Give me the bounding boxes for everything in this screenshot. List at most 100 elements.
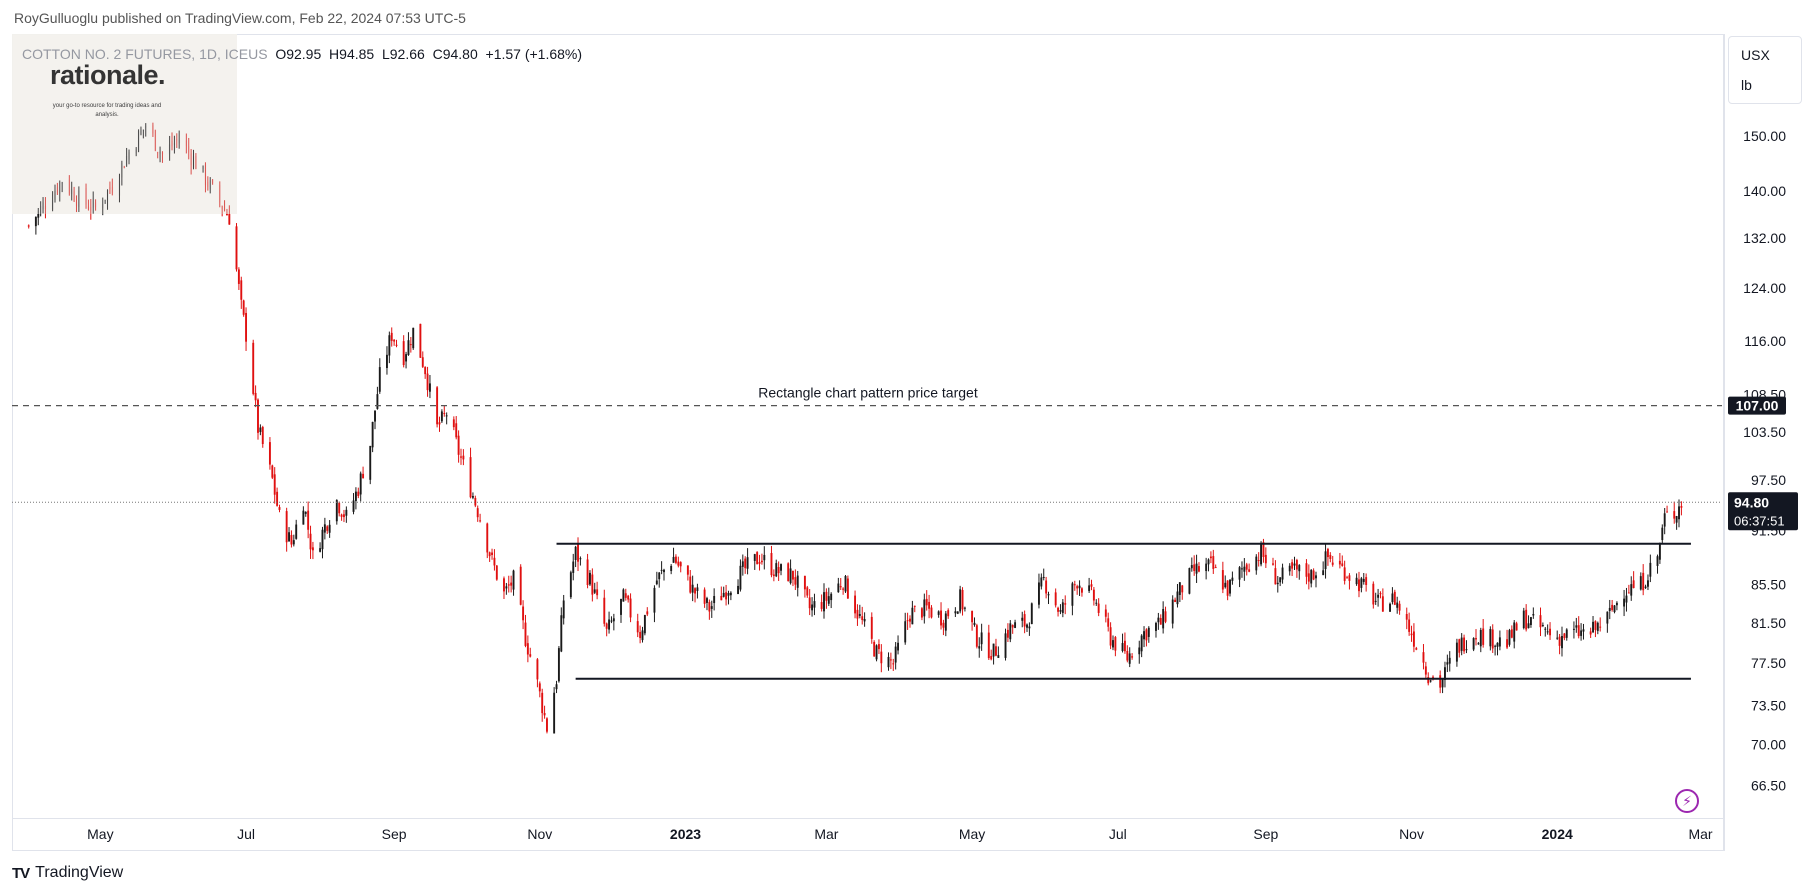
candle-body — [1379, 593, 1382, 595]
candle-body — [1527, 623, 1530, 629]
candle-body — [452, 419, 455, 428]
candle-body — [1038, 582, 1040, 605]
candle-body — [1415, 648, 1418, 650]
candle-body — [1479, 629, 1482, 647]
candle-body — [1293, 563, 1296, 566]
candle-body — [1463, 637, 1466, 652]
price-tick-label: 85.50 — [1751, 577, 1786, 593]
candle-body — [1565, 629, 1568, 638]
time-tick-label: Mar — [1688, 826, 1712, 842]
candle-body — [1529, 617, 1532, 626]
candle-body — [1510, 629, 1513, 638]
candle-body — [947, 610, 950, 617]
candle-body — [806, 587, 809, 596]
candle-body — [1398, 603, 1401, 611]
candle-body — [510, 582, 513, 586]
candle-body — [679, 562, 682, 567]
time-tick-label: Nov — [1399, 826, 1424, 842]
candle-body — [407, 340, 410, 355]
candle-body — [27, 225, 30, 227]
candle-body — [1391, 593, 1394, 603]
candle-body — [1558, 636, 1561, 646]
candle-body — [1611, 604, 1614, 610]
candle-body — [909, 618, 911, 622]
candle-body — [37, 210, 40, 218]
candle-body — [925, 598, 928, 606]
candle-body — [1589, 631, 1592, 635]
candle-body — [1073, 584, 1076, 586]
watermark-title: rationale. — [50, 60, 166, 90]
candle-body — [1312, 570, 1315, 580]
candle-body — [323, 524, 326, 533]
symbol-legend[interactable]: COTTON NO. 2 FUTURES, 1D, ICEUS O92.95 H… — [22, 46, 582, 62]
candle-body — [1374, 600, 1377, 602]
candle-body — [739, 565, 742, 590]
candle-body — [474, 497, 477, 506]
candle-body — [402, 341, 405, 366]
candle-body — [1104, 609, 1107, 617]
candle-body — [1272, 563, 1274, 565]
close-value: C94.80 — [432, 46, 478, 62]
candle-body — [1639, 576, 1642, 590]
candle-body — [1673, 511, 1676, 519]
candle-body — [1630, 584, 1633, 596]
candle-body — [830, 593, 833, 601]
candle-body — [371, 421, 374, 448]
candle-body — [409, 344, 412, 346]
candle-body — [257, 399, 259, 433]
candle-body — [870, 616, 873, 639]
price-tick-label: 103.50 — [1743, 424, 1786, 440]
candle-body — [944, 613, 947, 631]
symbol-name[interactable]: COTTON NO. 2 FUTURES, 1D, ICEUS — [22, 46, 268, 62]
candle-body — [1097, 603, 1100, 613]
candle-body — [1577, 625, 1580, 637]
lightning-icon[interactable]: ⚡ — [1675, 789, 1699, 813]
candle-body — [1092, 589, 1095, 601]
candle-body — [839, 586, 842, 588]
candle-body — [1348, 575, 1351, 581]
candle-body — [1661, 527, 1664, 541]
candle-body — [906, 620, 909, 622]
time-tick-label: Sep — [1253, 826, 1278, 842]
candle-body — [1494, 645, 1497, 647]
candle-body — [235, 226, 238, 270]
candle-body — [1028, 626, 1031, 629]
candle-body — [242, 300, 245, 315]
candle-body — [254, 392, 257, 401]
candle-body — [971, 611, 974, 623]
candle-body — [354, 491, 357, 502]
candle-body — [579, 558, 582, 560]
tradingview-brand[interactable]: TV TradingView — [12, 864, 123, 882]
candle-body — [646, 611, 649, 615]
candle-body — [386, 354, 388, 369]
candle-body — [1525, 609, 1528, 630]
price-axis: 150.00140.00132.00124.00116.00108.50103.… — [1743, 128, 1786, 793]
candle-body — [691, 584, 694, 593]
candle-body — [772, 574, 775, 576]
candle-body — [1549, 628, 1551, 636]
currency-unit-selector[interactable]: USX lb — [1728, 36, 1802, 104]
candle-body — [245, 312, 248, 342]
candle-body — [1326, 549, 1329, 558]
currency-per: lb — [1741, 77, 1752, 93]
candle-body — [1410, 633, 1413, 636]
candle-body — [1613, 605, 1616, 613]
chart-pane[interactable] — [12, 34, 1725, 851]
candle-body — [1448, 657, 1451, 664]
candle-body — [1224, 582, 1227, 588]
candle-body — [655, 580, 658, 585]
candle-body — [589, 572, 591, 585]
candle-body — [1396, 602, 1399, 608]
candle-body — [1076, 586, 1079, 589]
candle-body — [1159, 618, 1162, 625]
watermark-minichart — [37, 122, 230, 214]
candle-body — [276, 491, 279, 506]
candle-body — [309, 533, 312, 550]
candle-body — [1561, 635, 1563, 649]
candle-body — [677, 561, 680, 566]
candle-body — [524, 622, 527, 646]
candle-body — [603, 597, 606, 624]
candle-body — [1178, 582, 1181, 595]
candle-body — [574, 546, 577, 561]
